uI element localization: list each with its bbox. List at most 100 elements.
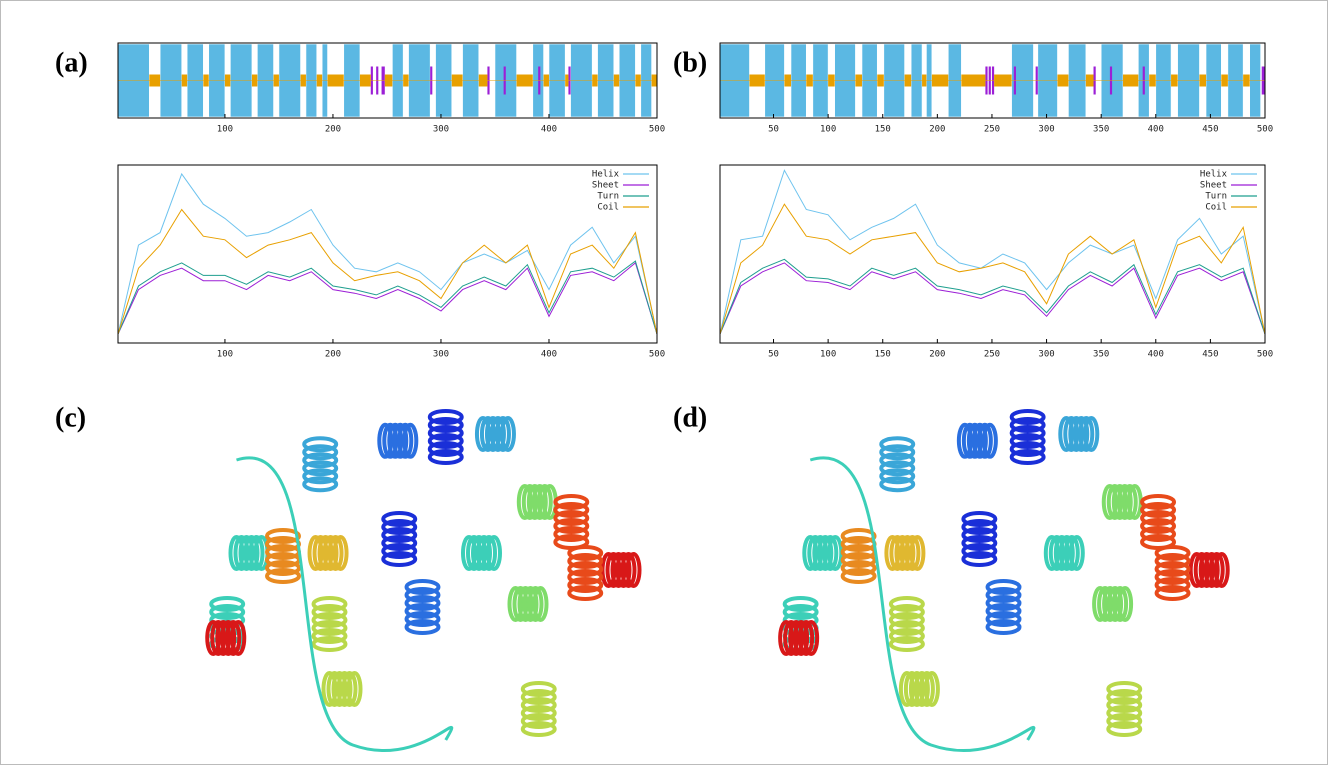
structure-segment <box>592 74 598 87</box>
helix-turn <box>302 452 339 469</box>
helix-turn <box>209 596 246 612</box>
helix-turn <box>311 596 348 612</box>
panel-label: (d) <box>673 402 707 433</box>
helix-turn <box>520 705 557 721</box>
x-tick-label: 200 <box>325 125 341 135</box>
structure-segment <box>149 74 161 87</box>
helix-turn <box>265 568 301 584</box>
helix-turn <box>346 671 363 707</box>
helix-turn <box>1068 535 1085 571</box>
panel-label: (c) <box>55 402 86 433</box>
helix-turn <box>427 449 464 465</box>
legend-label: Turn <box>1205 192 1227 202</box>
structure-segment <box>961 74 986 87</box>
helix-turn <box>520 681 557 697</box>
legend-label: Helix <box>592 170 620 180</box>
helix-turn <box>1106 721 1143 737</box>
helix-turn <box>567 561 604 577</box>
panel-label: (a) <box>55 47 88 78</box>
helix-turn <box>904 535 921 571</box>
structure-segment <box>931 74 949 87</box>
helix-turn <box>985 579 1022 595</box>
helix-turn <box>1140 510 1177 526</box>
x-tick-label: 50 <box>768 125 779 135</box>
helix-turn <box>311 620 348 636</box>
panel-label: (b) <box>673 47 707 78</box>
helix-turn <box>782 596 819 612</box>
helix-turn <box>567 553 604 569</box>
structure-segment <box>806 74 813 87</box>
legend-label: Helix <box>1200 170 1228 180</box>
helix-turn <box>327 535 344 571</box>
x-tick-label: 100 <box>820 125 836 135</box>
structure-segment <box>1199 74 1207 87</box>
structure-segment <box>300 74 306 87</box>
helix-turn <box>209 604 246 620</box>
x-tick-label: 100 <box>217 350 233 360</box>
series-line <box>719 203 1266 335</box>
x-tick-label: 400 <box>1148 350 1164 360</box>
helix-turn <box>499 416 516 452</box>
structure-segment <box>203 74 209 87</box>
helix-turn <box>1213 552 1230 588</box>
x-tick-label: 500 <box>649 125 665 135</box>
helix-turn <box>230 620 247 656</box>
helix-turn <box>1154 553 1191 569</box>
structure-segment <box>855 74 862 87</box>
helix-turn <box>1009 441 1046 457</box>
helix-turn <box>1106 697 1143 713</box>
structure-segment <box>635 74 641 87</box>
x-tick-label: 500 <box>649 350 665 360</box>
helix-turn <box>381 519 418 535</box>
structure-segment <box>1221 74 1228 87</box>
helix-turn <box>427 425 464 441</box>
helix-turn <box>1009 409 1046 425</box>
helix-turn <box>888 628 925 644</box>
structure-segment <box>1243 74 1250 87</box>
helix-turn <box>553 526 590 542</box>
helix-turn <box>840 560 877 576</box>
structure-segment <box>384 74 393 87</box>
helix-turn <box>567 569 604 585</box>
helix-turn <box>888 604 925 620</box>
helix-turn <box>879 460 916 477</box>
helix-turn <box>427 433 464 449</box>
helix-turn <box>981 422 998 459</box>
x-tick-label: 300 <box>1038 125 1054 135</box>
structure-segment <box>516 74 533 87</box>
helix-turn <box>494 416 511 452</box>
helix-turn <box>341 671 358 707</box>
helix-turn <box>888 596 925 612</box>
legend-label: Coil <box>597 203 619 213</box>
structure-segment <box>478 74 488 87</box>
structure-segment <box>877 74 884 87</box>
helix-turn <box>1154 545 1191 561</box>
x-tick-label: 300 <box>433 350 449 360</box>
helix-turn <box>1140 518 1177 534</box>
helix-turn <box>976 422 993 459</box>
x-tick-label: 50 <box>768 350 779 360</box>
x-tick-label: 350 <box>1093 125 1109 135</box>
helix-turn <box>961 511 998 527</box>
helix-turn <box>1208 552 1225 588</box>
helix-turn <box>1106 681 1143 697</box>
helix-turn <box>311 628 348 644</box>
x-tick-label: 200 <box>929 125 945 135</box>
helix-turn <box>1063 535 1080 571</box>
helix-turn <box>1140 502 1177 518</box>
x-tick-label: 450 <box>1202 350 1218 360</box>
helix-turn <box>520 721 557 737</box>
structure-segment <box>922 74 927 87</box>
helix-turn <box>879 452 916 469</box>
helix-turn <box>302 444 339 461</box>
structure-segment <box>613 74 620 87</box>
helix-turn <box>265 560 301 576</box>
structure-segment <box>784 74 791 87</box>
helix-turn <box>553 502 590 518</box>
helix-turn <box>1009 449 1046 465</box>
helix-turn <box>1154 585 1191 601</box>
helix-turn <box>961 519 998 535</box>
helix-turn <box>427 417 464 433</box>
x-tick-label: 300 <box>1038 350 1054 360</box>
